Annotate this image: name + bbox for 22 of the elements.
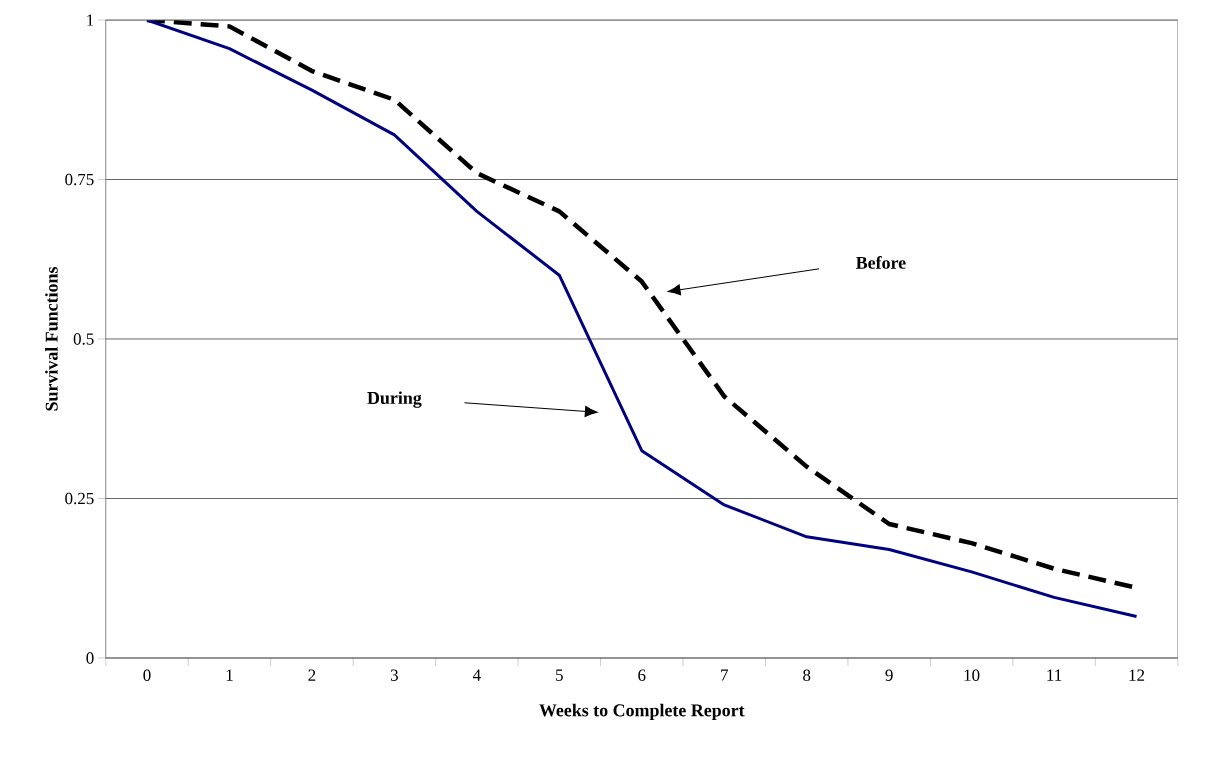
y-tick-label: 1 bbox=[87, 14, 94, 26]
x-tick-label: 8 bbox=[803, 669, 811, 681]
x-tick-label: 4 bbox=[472, 669, 481, 681]
annotation: During bbox=[367, 391, 422, 408]
y-tick-label: 0.25 bbox=[65, 492, 94, 505]
x-tick-label: 12 bbox=[1129, 669, 1145, 681]
y-axis-title: Survival Functions bbox=[45, 266, 58, 411]
x-tick-label: 6 bbox=[638, 669, 646, 681]
annotation: Before bbox=[855, 256, 906, 269]
y-tick-label: 0 bbox=[86, 652, 94, 664]
x-tick-label: 0 bbox=[143, 669, 151, 681]
y-tick-label: 0.75 bbox=[65, 173, 94, 186]
x-tick-label: 10 bbox=[964, 669, 980, 681]
x-tick-label: 11 bbox=[1047, 669, 1062, 681]
x-tick-label: 2 bbox=[308, 669, 316, 681]
x-tick-label: 7 bbox=[721, 669, 728, 681]
x-tick-label: 3 bbox=[390, 669, 398, 681]
x-axis-title: Weeks to Complete Report bbox=[539, 703, 745, 721]
x-tick-label: 5 bbox=[556, 669, 563, 681]
x-tick-label: 9 bbox=[885, 669, 893, 681]
y-tick-label: 0.5 bbox=[73, 333, 94, 345]
x-tick-label: 1 bbox=[226, 669, 233, 681]
